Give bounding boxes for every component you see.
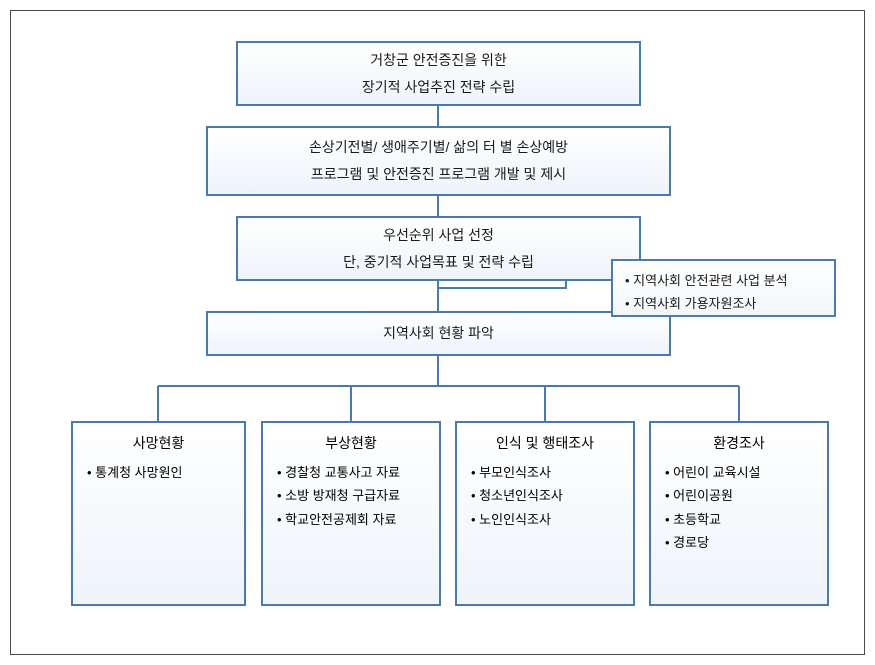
branch-item: • 소방 방재청 구급자료	[277, 484, 425, 507]
branch-title: 인식 및 행태조사	[471, 433, 619, 453]
branch-item: • 청소년인식조사	[471, 484, 619, 507]
branch-title: 환경조사	[665, 433, 813, 453]
node-priority: 우선순위 사업 선정 단, 중기적 사업목표 및 전략 수립	[236, 216, 641, 281]
branch-awareness-survey: 인식 및 행태조사 • 부모인식조사 • 청소년인식조사 • 노인인식조사	[455, 421, 635, 606]
connector-vertical	[738, 386, 740, 421]
connector-vertical	[437, 356, 439, 386]
node-line: 거창군 안전증진을 위한	[370, 47, 507, 74]
branch-item: • 초등학교	[665, 508, 813, 531]
node-line: 지역사회 현황 파악	[383, 320, 494, 347]
side-item: • 지역사회 가용자원조사	[625, 292, 822, 315]
branch-item: • 경로당	[665, 531, 813, 554]
branch-item: • 경찰청 교통사고 자료	[277, 461, 425, 484]
connector-horizontal	[158, 385, 739, 387]
branch-title: 부상현황	[277, 433, 425, 453]
side-node-analysis: • 지역사회 안전관련 사업 분석 • 지역사회 가용자원조사	[611, 259, 836, 317]
branch-item: • 부모인식조사	[471, 461, 619, 484]
diagram-canvas: 거창군 안전증진을 위한 장기적 사업추진 전략 수립 손상기전별/ 생애주기별…	[11, 11, 864, 654]
side-item: • 지역사회 안전관련 사업 분석	[625, 269, 822, 292]
node-community-status: 지역사회 현황 파악	[206, 311, 671, 356]
branch-item: • 학교안전공제회 자료	[277, 508, 425, 531]
branch-item: • 어린이 교육시설	[665, 461, 813, 484]
node-line: 단, 중기적 사업목표 및 전략 수립	[343, 249, 534, 276]
branch-death-status: 사망현황 • 통계청 사망원인	[71, 421, 246, 606]
branch-injury-status: 부상현황 • 경찰청 교통사고 자료 • 소방 방재청 구급자료 • 학교안전공…	[261, 421, 441, 606]
branch-item: • 어린이공원	[665, 484, 813, 507]
branch-item: • 노인인식조사	[471, 508, 619, 531]
node-line: 손상기전별/ 생애주기별/ 삶의 터 별 손상예방	[309, 134, 568, 161]
connector-vertical	[437, 196, 439, 216]
connector-vertical	[350, 386, 352, 421]
connector-vertical	[157, 386, 159, 421]
branch-title: 사망현황	[87, 433, 230, 453]
node-line: 우선순위 사업 선정	[383, 222, 494, 249]
node-line: 장기적 사업추진 전략 수립	[362, 74, 515, 101]
connector-vertical	[544, 386, 546, 421]
node-program: 손상기전별/ 생애주기별/ 삶의 터 별 손상예방 프로그램 및 안전증진 프로…	[206, 126, 671, 196]
connector-horizontal	[438, 287, 566, 289]
connector-vertical	[437, 281, 439, 311]
diagram-frame: 거창군 안전증진을 위한 장기적 사업추진 전략 수립 손상기전별/ 생애주기별…	[10, 10, 865, 655]
branch-item: • 통계청 사망원인	[87, 461, 230, 484]
node-strategy: 거창군 안전증진을 위한 장기적 사업추진 전략 수립	[236, 41, 641, 106]
branch-environment-survey: 환경조사 • 어린이 교육시설 • 어린이공원 • 초등학교 • 경로당	[649, 421, 829, 606]
connector-vertical	[437, 106, 439, 126]
node-line: 프로그램 및 안전증진 프로그램 개발 및 제시	[311, 161, 566, 188]
